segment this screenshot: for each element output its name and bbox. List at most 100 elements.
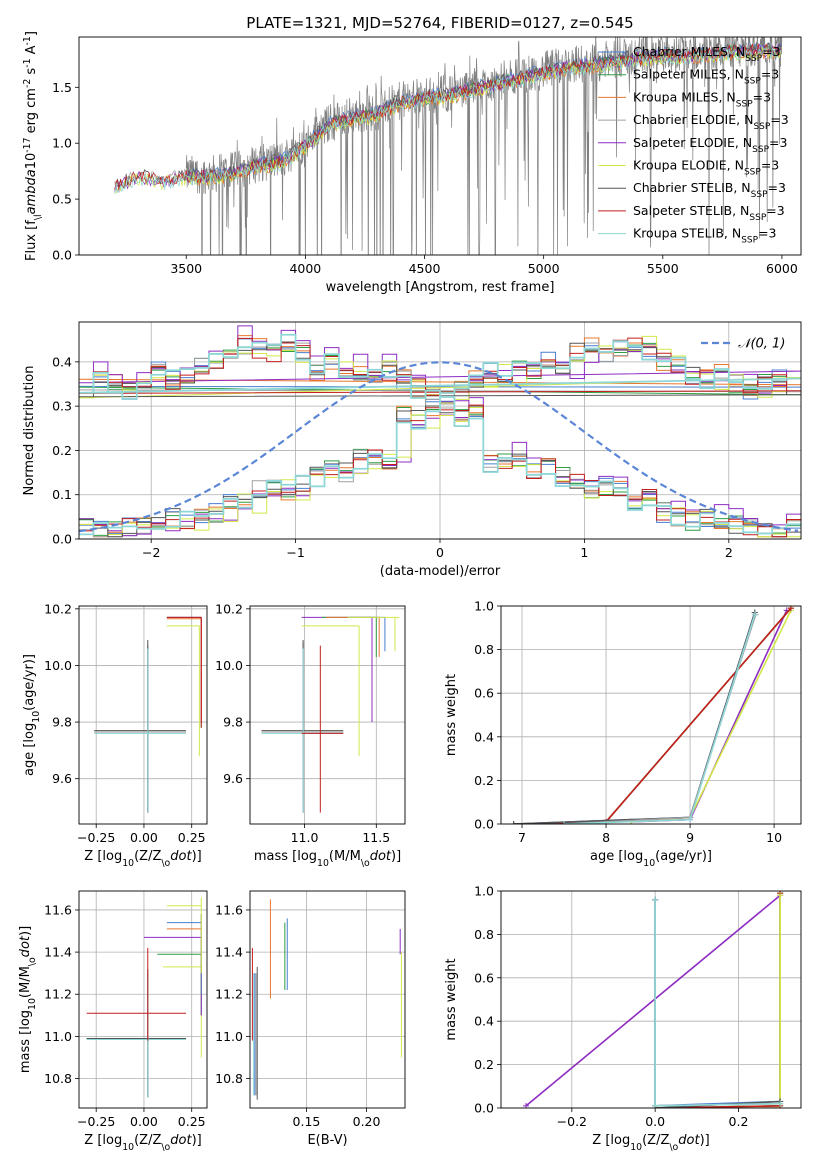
y-tick-label: 0.5 (52, 192, 72, 207)
weight-series-line (525, 894, 781, 1107)
weight-series-line (654, 899, 781, 1107)
y-tick-label: 11.4 (44, 945, 72, 960)
y-tick-label: 1.5 (52, 80, 72, 95)
x-axis-label: wavelength [Angstrom, rest frame] (326, 280, 555, 295)
x-tick-label: 2 (725, 545, 733, 560)
x-tick-label: 11.0 (291, 830, 319, 845)
x-tick-label: 9 (686, 830, 694, 845)
y-tick-label: 0.2 (474, 1057, 494, 1072)
y-tick-label: 11.2 (215, 987, 243, 1002)
plot-area (523, 891, 784, 1108)
axes-frame (249, 605, 406, 825)
weight-series-line (564, 614, 756, 824)
legend-label: Kroupa ELODIE, NSSP=3 (633, 158, 779, 178)
plot-area (94, 616, 202, 813)
plot-area (510, 606, 794, 824)
x-tick-label: −2 (142, 545, 160, 560)
weight-series-line (513, 612, 756, 824)
axes-frame (78, 321, 802, 540)
x-tick-label: 5500 (647, 261, 679, 276)
x-tick-label: 6000 (766, 261, 798, 276)
spectrum-panel: 3500 4000 4500 5000 5500 6000 0.0 0.5 1.0 1.5 wave… (22, 31, 802, 295)
y-tick-label: 0.6 (474, 686, 494, 701)
y-tick-label: 11.0 (44, 1029, 72, 1044)
weight-series-line (654, 899, 781, 1107)
axes-frame (249, 890, 406, 1109)
legend-label: Chabrier STELIB, NSSP=3 (633, 180, 786, 200)
y-axis-label: mass [log10(M/M\odot)] (18, 926, 38, 1073)
normal-distribution-curve (79, 361, 799, 533)
weight-series-line (631, 610, 788, 823)
x-tick-label: 0.0 (645, 1114, 665, 1129)
legend-label: Kroupa MILES, NSSP=3 (633, 89, 771, 109)
x-tick-label: 0.25 (178, 1114, 206, 1129)
x-tick-label: −0.25 (77, 830, 115, 845)
x-tick-label: 3500 (170, 261, 202, 276)
y-tick-label: 0.2 (52, 443, 72, 458)
x-tick-label: 0.2 (729, 1114, 749, 1129)
y-tick-label: 0.0 (52, 532, 72, 547)
y-tick-label: 9.8 (52, 715, 72, 730)
x-tick-label: 0.25 (178, 830, 206, 845)
plot-area (114, 37, 783, 255)
y-tick-label: 0.4 (52, 354, 72, 369)
legend-label: Chabrier MILES, NSSP=3 (633, 44, 781, 64)
y-tick-label: 11.2 (44, 987, 72, 1002)
y-axis-label: mass weight (444, 674, 459, 756)
weight-series-line (513, 612, 756, 824)
x-tick-label: −0.2 (557, 1114, 587, 1129)
y-tick-label: 0.0 (474, 1101, 494, 1116)
mass-weight-vs-metallicity-panel: −0.2 0.0 0.2 0.0 0.2 0.4 0.6 0.8 1.0 Z [log10(Z/Z… (444, 884, 802, 1153)
x-tick-label: 4500 (409, 261, 441, 276)
x-axis-label: age [log10(age/yr)] (590, 849, 712, 869)
y-axis-label: age [log10(age/yr)] (22, 654, 42, 776)
mass-vs-metallicity-panel: −0.25 0.00 0.25 10.8 11.0 11.2 11.4 11.6 Z [log1… (18, 890, 208, 1153)
mass-vs-extinction-panel: 0.15 0.20 10.8 11.0 11.2 11.4 11.6 E(B-V) (215, 890, 406, 1148)
legend-label: Salpeter STELIB, NSSP=3 (633, 203, 785, 223)
x-tick-label: 8 (602, 830, 610, 845)
y-tick-label: 0.0 (474, 817, 494, 832)
legend-label: Kroupa STELIB, NSSP=3 (633, 226, 777, 246)
model-spectrum-line (114, 46, 782, 195)
y-tick-label: 0.8 (474, 927, 494, 942)
x-tick-label: 0.20 (353, 1114, 381, 1129)
y-axis-label: Normed distribution (22, 366, 37, 496)
figure-title: PLATE=1321, MJD=52764, FIBERID=0127, z=0… (246, 14, 633, 32)
y-tick-label: 0.6 (474, 970, 494, 985)
plot-area (79, 325, 801, 538)
weight-series-line (654, 899, 781, 1108)
y-tick-label: 11.0 (215, 1029, 243, 1044)
axes-frame (78, 36, 802, 256)
x-axis-label: Z [log10(Z/Z\odot)] (84, 849, 201, 869)
age-vs-metallicity-panel: −0.25 0.00 0.25 9.6 9.8 10.0 10.2 Z [log10(Z/Z\… (22, 601, 208, 869)
x-tick-label: 0.15 (293, 1114, 321, 1129)
x-tick-label: 7 (518, 830, 526, 845)
y-tick-label: 9.6 (223, 771, 243, 786)
x-tick-label: 4000 (289, 261, 321, 276)
y-tick-label: 9.8 (223, 715, 243, 730)
y-tick-label: 9.6 (52, 771, 72, 786)
weight-series-line (655, 893, 781, 1108)
y-tick-label: 0.1 (52, 487, 72, 502)
weight-series-line (655, 893, 781, 1108)
y-tick-label: 11.4 (215, 945, 243, 960)
axes-frame (78, 605, 208, 825)
x-tick-label: 0 (436, 545, 444, 560)
observed-spectrum-line (185, 37, 783, 255)
y-tick-label: 0.0 (52, 248, 72, 263)
x-tick-label: 5000 (528, 261, 560, 276)
x-tick-label: 0.00 (130, 830, 158, 845)
y-tick-label: 10.8 (215, 1071, 243, 1086)
y-tick-label: 10.0 (215, 658, 243, 673)
y-tick-label: 10.2 (215, 601, 243, 616)
legend-label: Salpeter ELODIE, NSSP=3 (633, 135, 787, 155)
y-tick-label: 11.6 (215, 902, 243, 917)
axes-frame (78, 890, 208, 1109)
weight-series-line (513, 607, 792, 824)
plot-area (261, 616, 400, 813)
x-tick-label: −1 (286, 545, 304, 560)
y-tick-label: 10.8 (44, 1071, 72, 1086)
histogram-step-line (79, 333, 801, 536)
weight-series-line (654, 899, 781, 1107)
